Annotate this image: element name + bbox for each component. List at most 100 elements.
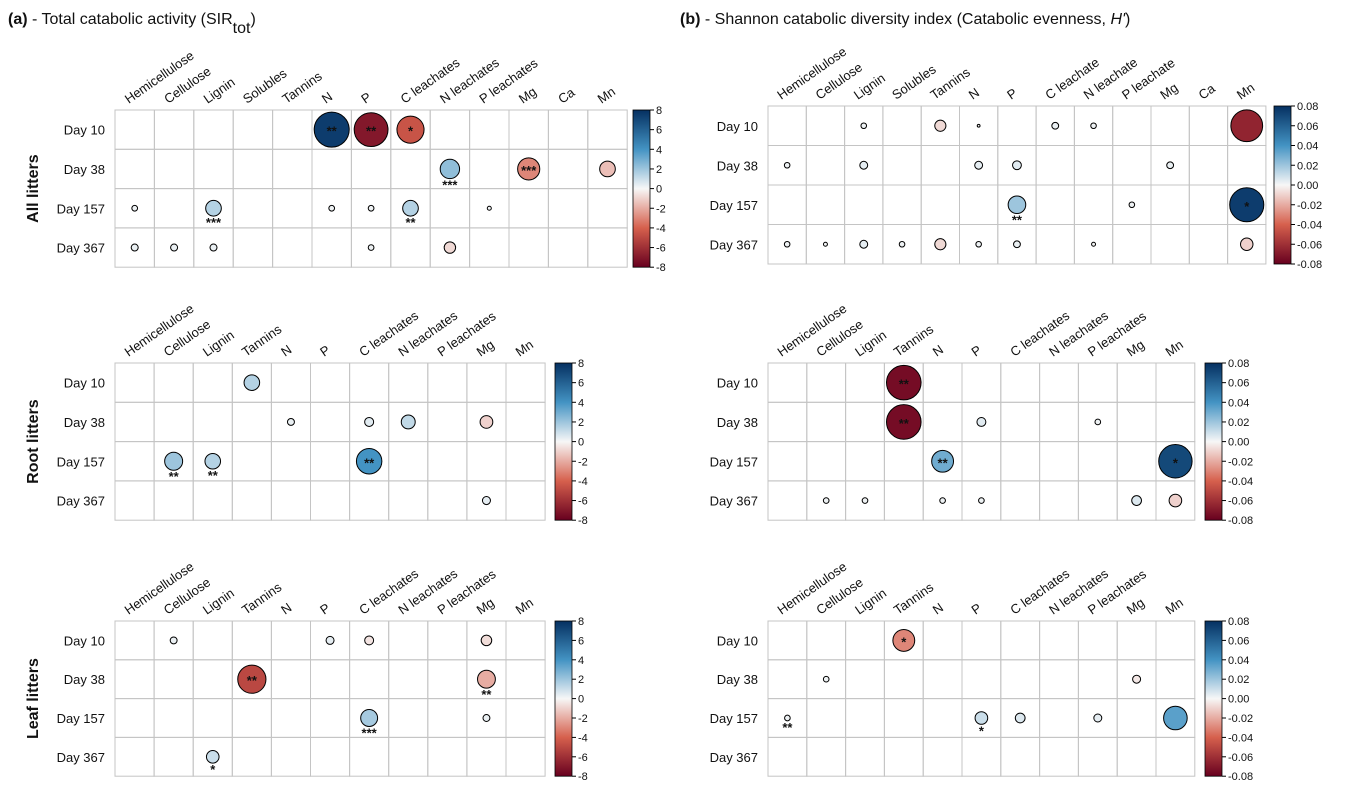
panel: (b) - Shannon catabolic diversity index … — [680, 11, 1322, 271]
cell — [1077, 441, 1118, 482]
cell — [1039, 441, 1079, 482]
panel-letter: (a) — [8, 11, 28, 28]
cell — [805, 184, 846, 225]
row-label: Day 367 — [710, 750, 758, 765]
cell — [427, 480, 468, 521]
cell — [1039, 620, 1079, 661]
bubble — [783, 161, 791, 169]
cell — [547, 148, 589, 190]
cell — [922, 620, 963, 661]
cell — [232, 188, 274, 229]
cell — [1116, 441, 1157, 482]
cell — [806, 362, 847, 403]
cell — [153, 659, 194, 700]
bubble — [364, 416, 375, 427]
cell — [922, 401, 963, 443]
cell — [920, 184, 961, 225]
colorbar-tick-label: -0.06 — [1228, 752, 1253, 764]
panel-letter: (b) — [680, 11, 700, 28]
colorbar-tick-label: -0.08 — [1228, 771, 1253, 783]
cell — [232, 148, 274, 190]
significance: *** — [206, 215, 222, 230]
group-label: All litters — [25, 154, 42, 223]
row-label: Day 10 — [717, 119, 758, 134]
cell — [1000, 736, 1041, 777]
cell — [845, 698, 885, 738]
row-label: Day 367 — [57, 241, 105, 256]
row-label: Day 157 — [57, 454, 105, 469]
colorbar-tick-label: 6 — [578, 635, 584, 647]
bubble — [1128, 201, 1136, 209]
bubble — [1093, 713, 1103, 723]
cell — [466, 441, 507, 482]
colorbar-tick-label: 0.00 — [1297, 180, 1318, 192]
significance: ** — [247, 673, 258, 688]
column-label: Tannins — [891, 579, 937, 617]
cell — [272, 109, 313, 150]
cell — [114, 109, 155, 150]
cell — [1000, 659, 1041, 700]
cell — [505, 441, 546, 482]
cell — [767, 620, 808, 661]
column-label: Mg — [1157, 80, 1180, 103]
bubble — [784, 714, 791, 722]
cell — [1188, 105, 1229, 146]
bubble — [822, 497, 830, 504]
bubble — [169, 636, 178, 645]
cell — [961, 362, 1002, 403]
row-label: Day 10 — [717, 376, 758, 391]
column-label: N — [966, 85, 982, 103]
column-label: Mg — [474, 337, 497, 360]
bubble — [243, 374, 261, 391]
colorbar-tick-label: 0.04 — [1297, 141, 1318, 153]
bubble — [934, 238, 947, 251]
bubble — [170, 243, 179, 252]
significance: * — [408, 124, 414, 139]
column-label: Solubles — [240, 65, 290, 106]
significance: * — [901, 634, 907, 649]
cell — [427, 698, 468, 738]
cell — [508, 188, 549, 229]
significance: ** — [782, 720, 793, 735]
cell — [883, 698, 924, 738]
significance: ** — [899, 377, 910, 392]
cell — [961, 441, 1002, 482]
cell — [767, 184, 807, 225]
cell — [1000, 620, 1041, 661]
bubble — [205, 199, 222, 217]
bubble — [396, 115, 425, 144]
cell — [192, 620, 233, 661]
cell — [114, 480, 155, 521]
colorbar-tick-label: -0.04 — [1228, 732, 1253, 744]
column-label: P — [969, 600, 985, 617]
row-label: Day 38 — [64, 162, 105, 177]
cell — [310, 480, 351, 521]
cell — [231, 698, 272, 738]
cell — [1000, 362, 1041, 403]
cell — [192, 401, 233, 443]
significance: ** — [1012, 213, 1023, 228]
cell — [310, 698, 351, 738]
row-label: Day 157 — [710, 198, 758, 213]
cell — [349, 736, 390, 777]
cell — [388, 480, 429, 521]
cell — [231, 620, 272, 661]
bubble — [482, 714, 491, 722]
colorbar-tick-label: 4 — [656, 144, 662, 156]
colorbar-tick-label: -2 — [578, 456, 588, 468]
cell — [961, 620, 1002, 661]
cell — [427, 401, 468, 443]
cell — [961, 736, 1002, 777]
cell — [153, 109, 195, 150]
row-label: Day 10 — [64, 376, 105, 391]
colorbar-tick-label: 2 — [656, 164, 662, 176]
cell — [806, 441, 847, 482]
cell — [466, 362, 507, 403]
cell — [310, 441, 351, 482]
cell — [1035, 145, 1075, 186]
cell — [1077, 736, 1118, 777]
row-label: Day 38 — [717, 672, 758, 687]
panel: Root littersHemicelluloseCelluloseLignin… — [25, 301, 588, 527]
cell — [767, 480, 808, 521]
cell — [270, 698, 311, 738]
